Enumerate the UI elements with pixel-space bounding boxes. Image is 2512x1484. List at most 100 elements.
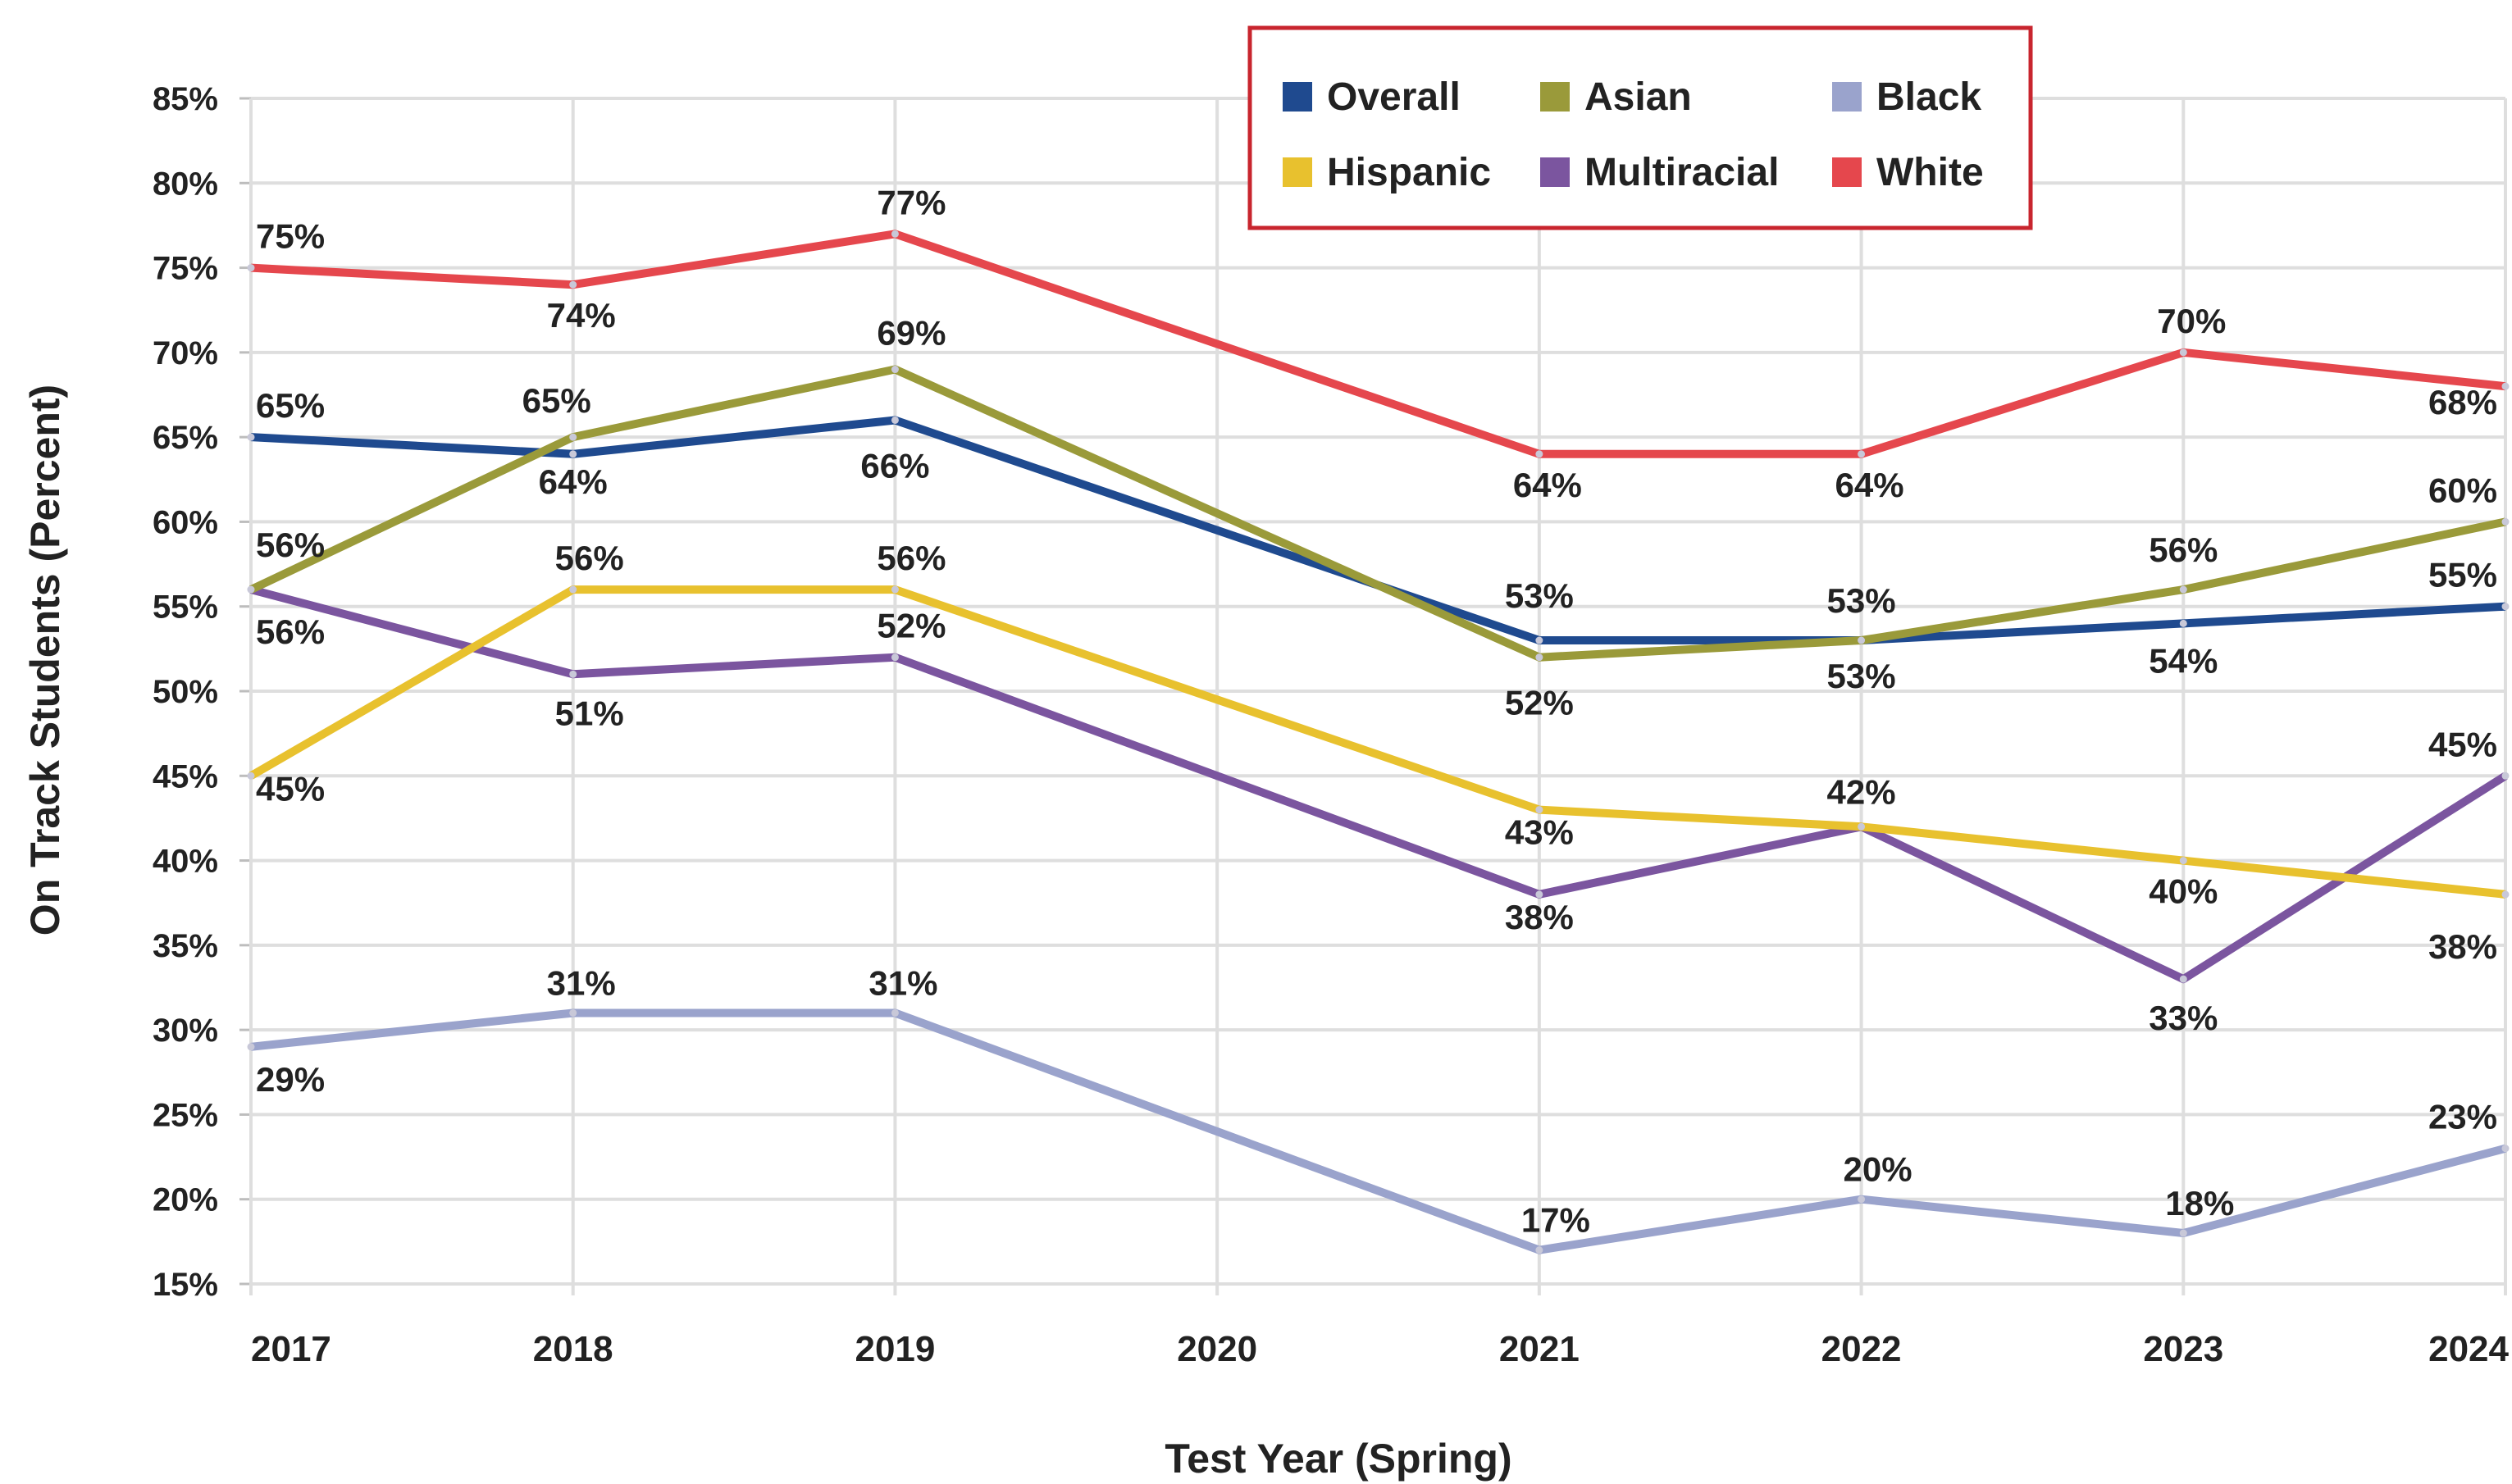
legend-swatch-white [1832,157,1862,187]
y-tick-label: 50% [153,674,218,710]
y-axis-ticks: 15% 20% 25% 30% 35% 40% 45% 50% 55% 60% 65% 70% 75% 8… [153,81,218,1303]
data-point-white [1858,450,1866,458]
data-label-black: 17% [1521,1201,1590,1240]
x-tick-label: 2019 [855,1329,935,1369]
data-point-hispanic [569,585,577,594]
data-label-multiracial: 33% [2149,999,2218,1037]
y-tick-label: 80% [153,166,218,202]
data-point-hispanic [891,585,899,594]
data-point-asian [1535,653,1543,662]
y-tick-label: 40% [153,844,218,880]
data-label-overall: 54% [2149,641,2218,680]
data-label-white: 70% [2157,302,2226,340]
x-tick-label: 2017 [251,1329,331,1369]
legend-label-hispanic: Hispanic [1327,151,1491,194]
data-point-overall [2179,619,2187,627]
data-point-hispanic [247,772,255,780]
y-tick-label: 60% [153,504,218,540]
legend-label-overall: Overall [1327,75,1461,119]
y-tick-label: 35% [153,928,218,964]
data-point-asian [247,585,255,594]
x-tick-label: 2020 [1177,1329,1257,1369]
data-point-asian [1858,636,1866,644]
legend-swatch-hispanic [1283,157,1312,187]
data-point-black [247,1043,255,1051]
data-point-overall [2501,603,2510,611]
y-tick-label: 45% [153,758,218,794]
data-point-overall [247,433,255,441]
data-label-overall: 64% [539,462,608,501]
data-point-black [1858,1195,1866,1204]
data-label-asian: 69% [877,314,946,353]
data-label-hispanic: 56% [877,539,946,577]
data-point-overall [891,416,899,424]
data-label-white: 64% [1835,466,1904,504]
x-tick-label: 2022 [1821,1329,1902,1369]
data-point-overall [569,450,577,458]
data-point-white [891,230,899,238]
gridlines [239,97,2507,1295]
data-point-multiracial [569,670,577,678]
legend-label-asian: Asian [1584,75,1692,119]
y-tick-label: 30% [153,1013,218,1049]
data-label-hispanic: 45% [256,769,325,808]
x-axis-title: Test Year (Spring) [1165,1436,1511,1482]
data-label-hispanic: 42% [1827,772,1896,811]
data-point-hispanic [1535,806,1543,814]
data-point-asian [569,433,577,441]
legend-label-black: Black [1876,75,1981,119]
data-label-black: 31% [547,963,616,1002]
data-point-hispanic [2501,890,2510,899]
x-tick-label: 2023 [2143,1329,2223,1369]
data-label-black: 23% [2428,1098,2497,1136]
data-label-multiracial: 52% [877,607,946,645]
data-label-asian: 56% [2149,530,2218,569]
data-label-white: 64% [1513,466,1582,504]
data-label-white: 77% [877,183,946,221]
data-point-white [2501,382,2510,390]
data-label-black: 18% [2165,1184,2234,1222]
x-tick-label: 2018 [533,1329,613,1369]
data-point-black [2501,1145,2510,1153]
x-tick-label: 2021 [1499,1329,1580,1369]
data-label-multiracial: 51% [555,694,624,732]
data-label-black: 29% [256,1060,325,1099]
data-label-multiracial: 45% [2428,725,2497,763]
data-label-overall: 53% [1827,581,1896,620]
y-tick-label: 20% [153,1182,218,1218]
y-tick-label: 25% [153,1097,218,1133]
data-point-white [247,264,255,272]
series-line-hispanic [248,585,2506,899]
data-point-white [569,280,577,289]
y-tick-label: 15% [153,1267,218,1303]
legend: Overall Asian Black Hispanic Multiracial Whit… [1247,25,2033,230]
data-point-black [1535,1246,1543,1254]
data-point-asian [2501,517,2510,526]
data-label-asian: 60% [2428,471,2497,509]
data-label-asian: 56% [256,526,325,564]
data-label-overall: 53% [1505,576,1574,615]
data-label-overall: 55% [2428,556,2497,594]
data-point-multiracial [1535,890,1543,899]
legend-swatch-black [1832,82,1862,112]
data-label-hispanic: 56% [555,539,624,577]
data-point-overall [1535,636,1543,644]
x-axis-ticks: 2017 2018 2019 2020 2021 2022 2023 2024 [251,1329,2510,1369]
data-label-black: 20% [1844,1150,1912,1189]
data-label-overall: 65% [256,386,325,425]
y-tick-label: 70% [153,335,218,371]
data-label-hispanic: 40% [2149,872,2218,911]
legend-box [1247,25,2033,230]
data-point-black [569,1008,577,1017]
data-label-overall: 66% [860,446,929,485]
data-point-hispanic [2179,857,2187,865]
legend-swatch-overall [1283,82,1312,112]
data-label-asian: 53% [1827,657,1896,695]
data-point-asian [891,366,899,374]
data-label-black: 31% [868,963,937,1002]
legend-label-white: White [1876,151,1984,194]
data-label-asian: 52% [1505,684,1574,722]
data-label-asian: 65% [522,381,591,420]
x-tick-label: 2024 [2428,1329,2509,1369]
y-tick-label: 65% [153,420,218,456]
